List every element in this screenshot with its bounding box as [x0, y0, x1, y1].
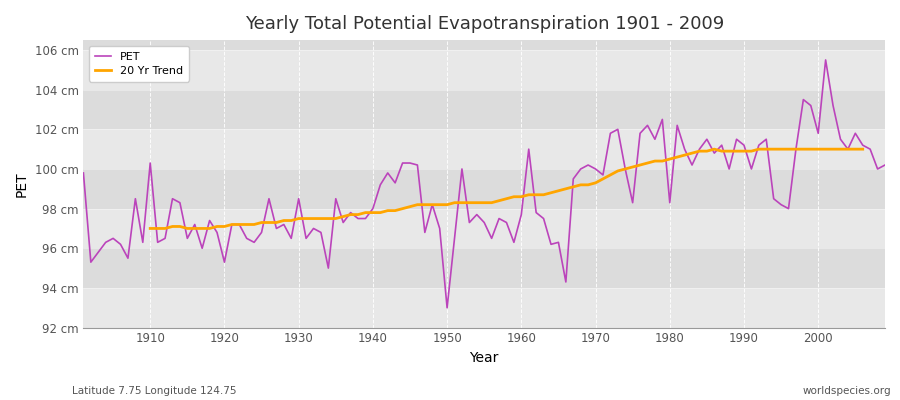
20 Yr Trend — [709, 147, 720, 152]
20 Yr Trend — [167, 224, 178, 229]
Line: 20 Yr Trend: 20 Yr Trend — [150, 149, 863, 228]
Legend: PET, 20 Yr Trend: PET, 20 Yr Trend — [89, 46, 189, 82]
20 Yr Trend — [197, 226, 208, 231]
PET — [346, 210, 356, 215]
20 Yr Trend — [145, 226, 156, 231]
20 Yr Trend — [858, 147, 868, 152]
PET — [879, 163, 890, 168]
20 Yr Trend — [501, 196, 512, 201]
PET — [442, 305, 453, 310]
Text: worldspecies.org: worldspecies.org — [803, 386, 891, 396]
20 Yr Trend — [330, 216, 341, 221]
Bar — [84, 90, 885, 129]
Y-axis label: PET: PET — [15, 171, 29, 197]
Line: PET: PET — [84, 60, 885, 308]
Bar — [84, 209, 885, 248]
Bar — [84, 10, 885, 50]
PET — [78, 170, 89, 175]
Bar — [84, 50, 885, 90]
PET — [820, 58, 831, 62]
Bar — [84, 288, 885, 328]
Bar — [84, 169, 885, 209]
Title: Yearly Total Potential Evapotranspiration 1901 - 2009: Yearly Total Potential Evapotranspiratio… — [245, 15, 724, 33]
PET — [612, 127, 623, 132]
Bar — [84, 248, 885, 288]
20 Yr Trend — [694, 149, 705, 154]
PET — [523, 147, 534, 152]
PET — [138, 240, 148, 245]
PET — [301, 236, 311, 241]
Text: Latitude 7.75 Longitude 124.75: Latitude 7.75 Longitude 124.75 — [72, 386, 237, 396]
X-axis label: Year: Year — [470, 351, 499, 365]
PET — [516, 212, 526, 217]
Bar — [84, 129, 885, 169]
20 Yr Trend — [553, 188, 563, 193]
